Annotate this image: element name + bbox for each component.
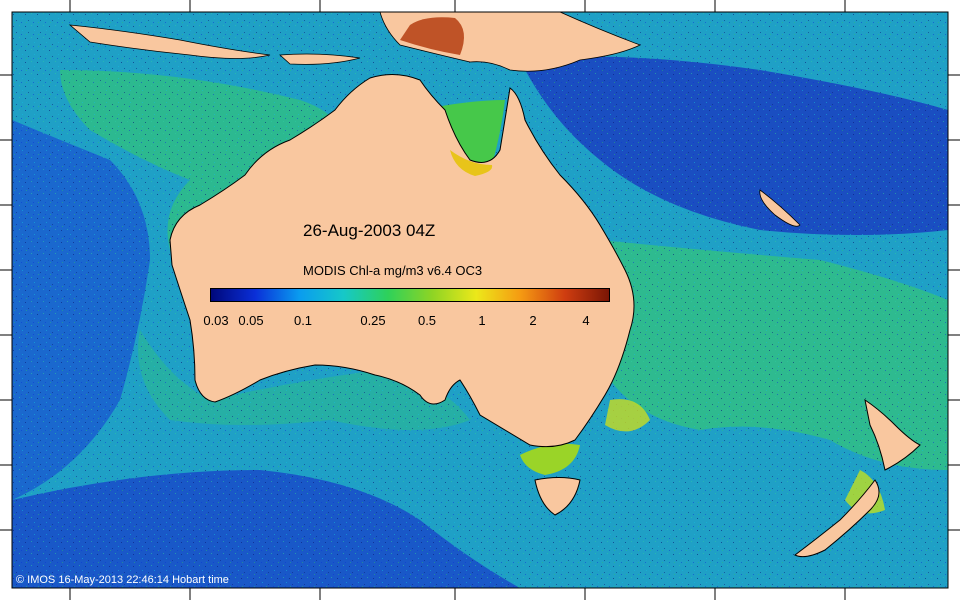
colorbar-title: MODIS Chl-a mg/m3 v6.4 OC3 bbox=[303, 263, 483, 278]
map-border bbox=[11, 11, 949, 589]
date-label: 26-Aug-2003 04Z bbox=[303, 221, 436, 240]
colorbar bbox=[210, 288, 610, 302]
colorbar-tick-3: 0.25 bbox=[360, 313, 386, 328]
land-tasmania bbox=[534, 477, 581, 516]
land-new-zealand-south bbox=[794, 479, 880, 558]
bloom-new-guinea-south bbox=[400, 17, 464, 55]
credit-label: © IMOS 16-May-2013 22:46:14 Hobart time bbox=[16, 574, 229, 586]
land-indonesia-timor bbox=[68, 24, 271, 59]
colorbar-tick-6: 2 bbox=[529, 313, 537, 328]
land-new-caledonia bbox=[759, 189, 801, 227]
colorbar-tick-7: 4 bbox=[582, 313, 590, 328]
bloom-tasman-patch bbox=[605, 399, 650, 432]
bloom-bass-strait bbox=[520, 443, 580, 475]
colorbar-tick-5: 1 bbox=[478, 313, 486, 328]
land-australia bbox=[169, 74, 635, 448]
bloom-gulf-coast-edge bbox=[450, 150, 493, 176]
colorbar-tick-2: 0.1 bbox=[293, 313, 313, 328]
colorbar-tick-0: 0.03 bbox=[203, 313, 229, 328]
land-new-zealand-north bbox=[864, 398, 921, 471]
colorbar-tick-4: 0.5 bbox=[417, 313, 437, 328]
land-indonesia-east bbox=[279, 53, 361, 65]
colorbar-tick-1: 0.05 bbox=[238, 313, 264, 328]
